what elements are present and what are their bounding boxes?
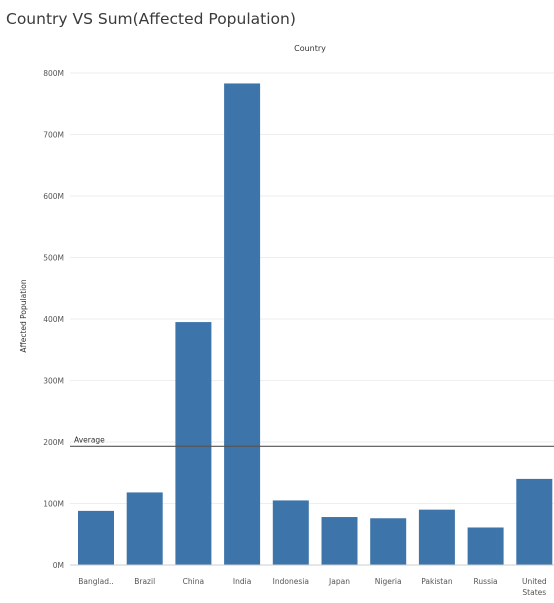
bar <box>272 500 309 565</box>
column-header: Country <box>294 44 326 53</box>
x-tick-label: Indonesia <box>273 577 309 586</box>
y-tick-label: 700M <box>43 131 64 140</box>
bar <box>321 517 358 565</box>
y-tick-label: 400M <box>43 315 64 324</box>
y-tick-label: 500M <box>43 254 64 263</box>
bar <box>126 492 163 565</box>
x-tick-label: States <box>522 588 546 597</box>
bar <box>224 83 261 565</box>
x-tick-label: United <box>522 577 547 586</box>
x-tick-label: Brazil <box>134 577 155 586</box>
y-tick-label: 200M <box>43 438 64 447</box>
y-tick-label: 600M <box>43 192 64 201</box>
x-tick-label: Pakistan <box>421 577 453 586</box>
axes: 0M 100M 200M 300M 400M 500M 600M 700M 800M Bangla… <box>43 69 554 597</box>
x-tick-label: Nigeria <box>375 577 402 586</box>
y-tick-label: 800M <box>43 69 64 78</box>
x-tick-label: China <box>183 577 204 586</box>
chart-title: Country VS Sum(Affected Population) <box>6 10 296 28</box>
average-label: Average <box>74 435 105 444</box>
x-tick-label: Banglad.. <box>78 577 113 586</box>
x-tick-label: India <box>233 577 251 586</box>
gridlines <box>70 72 554 504</box>
bar <box>78 510 114 565</box>
x-tick-label: Japan <box>328 577 350 586</box>
y-axis-label: Affected Population <box>19 279 28 352</box>
bar <box>516 478 553 565</box>
bar <box>418 509 455 565</box>
bar <box>370 518 407 565</box>
bar <box>467 527 504 565</box>
y-tick-label: 0M <box>53 561 64 570</box>
x-tick-label: Russia <box>474 577 498 586</box>
y-tick-label: 300M <box>43 377 64 386</box>
bar <box>175 322 212 565</box>
bars <box>78 83 553 565</box>
y-tick-label: 100M <box>43 500 64 509</box>
reference-line-group: Average <box>70 435 554 447</box>
